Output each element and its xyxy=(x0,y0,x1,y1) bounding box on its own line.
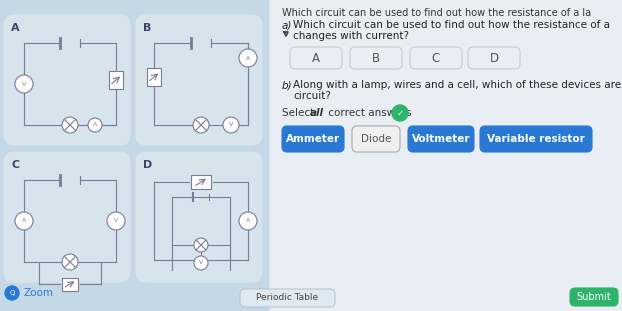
Text: Variable resistor: Variable resistor xyxy=(487,134,585,144)
Text: A: A xyxy=(22,219,26,224)
Text: V: V xyxy=(22,81,26,86)
Text: A: A xyxy=(246,55,250,61)
Circle shape xyxy=(194,256,208,270)
Text: C: C xyxy=(432,52,440,64)
Text: Which circuit can be used to find out how the resistance of a: Which circuit can be used to find out ho… xyxy=(293,20,610,30)
Text: Submit: Submit xyxy=(577,292,611,302)
FancyBboxPatch shape xyxy=(270,0,622,311)
Text: b): b) xyxy=(282,80,292,90)
Circle shape xyxy=(5,286,19,300)
Text: D: D xyxy=(490,52,499,64)
Circle shape xyxy=(223,117,239,133)
Circle shape xyxy=(15,75,33,93)
Text: a): a) xyxy=(282,20,292,30)
Bar xyxy=(191,175,211,189)
FancyBboxPatch shape xyxy=(480,126,592,152)
Circle shape xyxy=(62,254,78,270)
Text: V: V xyxy=(229,123,233,128)
FancyBboxPatch shape xyxy=(408,126,474,152)
Bar xyxy=(62,277,78,290)
Text: Ammeter: Ammeter xyxy=(286,134,340,144)
FancyBboxPatch shape xyxy=(282,126,344,152)
Text: ✓: ✓ xyxy=(396,109,404,118)
Text: A: A xyxy=(93,123,97,128)
Text: Which circuit can be used to find out how the resistance of a la: Which circuit can be used to find out ho… xyxy=(282,8,591,18)
FancyBboxPatch shape xyxy=(290,47,342,69)
Text: correct answers: correct answers xyxy=(325,108,412,118)
Text: A: A xyxy=(312,52,320,64)
Circle shape xyxy=(107,212,125,230)
Circle shape xyxy=(88,118,102,132)
Circle shape xyxy=(194,238,208,252)
FancyBboxPatch shape xyxy=(350,47,402,69)
Circle shape xyxy=(193,117,209,133)
Text: Q: Q xyxy=(9,290,15,296)
FancyBboxPatch shape xyxy=(410,47,462,69)
FancyBboxPatch shape xyxy=(570,288,618,306)
FancyBboxPatch shape xyxy=(136,15,262,145)
Text: Periodic Table: Periodic Table xyxy=(256,294,318,303)
Text: all: all xyxy=(310,108,324,118)
Text: V: V xyxy=(114,219,118,224)
Text: changes with current?: changes with current? xyxy=(293,31,409,41)
Circle shape xyxy=(239,212,257,230)
Text: circuit?: circuit? xyxy=(293,91,331,101)
Text: Select: Select xyxy=(282,108,317,118)
FancyBboxPatch shape xyxy=(4,152,130,282)
Text: Voltmeter: Voltmeter xyxy=(412,134,470,144)
FancyBboxPatch shape xyxy=(136,152,262,282)
Text: Along with a lamp, wires and a cell, which of these devices are in t: Along with a lamp, wires and a cell, whi… xyxy=(293,80,622,90)
Text: A: A xyxy=(11,23,20,33)
Text: B: B xyxy=(372,52,380,64)
FancyBboxPatch shape xyxy=(352,126,400,152)
FancyBboxPatch shape xyxy=(468,47,520,69)
Text: Diode: Diode xyxy=(361,134,391,144)
Circle shape xyxy=(239,49,257,67)
Text: Zoom: Zoom xyxy=(24,288,54,298)
Text: V: V xyxy=(199,261,203,266)
Circle shape xyxy=(62,117,78,133)
FancyBboxPatch shape xyxy=(240,289,335,307)
Circle shape xyxy=(15,212,33,230)
Bar xyxy=(109,71,123,89)
Text: D: D xyxy=(143,160,152,170)
Circle shape xyxy=(392,105,408,121)
Text: A: A xyxy=(246,219,250,224)
Text: B: B xyxy=(143,23,151,33)
Text: C: C xyxy=(11,160,19,170)
Bar xyxy=(147,68,161,86)
FancyBboxPatch shape xyxy=(4,15,130,145)
